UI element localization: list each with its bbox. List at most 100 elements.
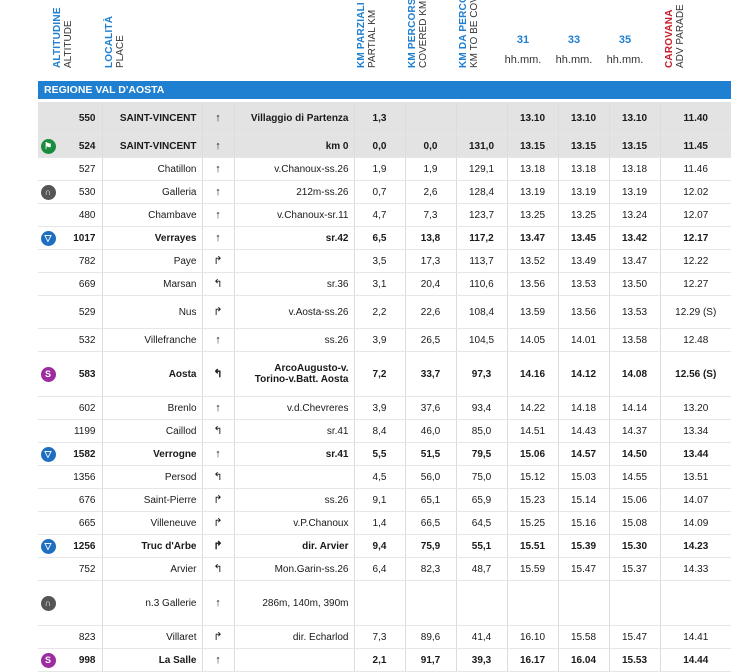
direction-cell: ↰ [202, 351, 235, 397]
place-cell: Arvier [102, 557, 203, 581]
time-31-cell: 15.59 [507, 557, 559, 581]
km-to-go-cell: 110,6 [456, 272, 508, 296]
table-row: 529 Nus ↱ v.Aosta-ss.26 2,2 22,6 108,4 13.59 13.… [38, 295, 731, 329]
icon-cell [38, 328, 58, 352]
covered-km-cell: 46,0 [405, 419, 457, 443]
time-33-cell: 13.18 [558, 157, 610, 181]
road-info-cell: v.Chanoux-ss.26 [234, 157, 355, 181]
icon-cell [38, 249, 58, 273]
header-km-to-go: KM DA PERCORRERE KM TO BE COVERED [458, 0, 492, 68]
time-35-cell: 13.18 [609, 157, 661, 181]
place-cell: SAINT-VINCENT [102, 102, 203, 135]
km-to-go-cell: 93,4 [456, 396, 508, 420]
road-info-cell [234, 648, 355, 672]
road-info-cell: Mon.Garin-ss.26 [234, 557, 355, 581]
time-33-cell: 13.53 [558, 272, 610, 296]
partial-km-cell: 3,1 [354, 272, 406, 296]
covered-km-cell [405, 580, 457, 626]
place-cell: Verrogne [102, 442, 203, 466]
partial-km-cell: 2,2 [354, 295, 406, 329]
mountain-climb-icon: ▽ [40, 446, 56, 462]
icon-cell [38, 625, 58, 649]
partial-km-cell: 3,9 [354, 396, 406, 420]
time-31-cell: 13.52 [507, 249, 559, 273]
header-caravan-en: ADV PARADE [675, 4, 686, 68]
road-info-cell: km 0 [234, 134, 355, 158]
partial-km-cell: 0,7 [354, 180, 406, 204]
km-to-go-cell: 131,0 [456, 134, 508, 158]
icon-cell [38, 557, 58, 581]
table-row: ▽ 1017 Verrayes ↑ sr.42 6,5 13,8 117,2 13.47 13.4… [38, 226, 731, 250]
table-row: 532 Villefranche ↑ ss.26 3,9 26,5 104,5 14.05 14… [38, 328, 731, 352]
table-row: S 998 La Salle ↑ 2,1 91,7 39,3 16.17 16.04 15.53 1… [38, 648, 731, 672]
partial-km-cell: 4,5 [354, 465, 406, 489]
table-row: 823 Villaret ↱ dir. Echarlod 7,3 89,6 41,4 16.1… [38, 625, 731, 649]
covered-km-cell: 66,5 [405, 511, 457, 535]
covered-km-cell: 0,0 [405, 134, 457, 158]
time-31-cell: 13.19 [507, 180, 559, 204]
time-31-cell: 13.59 [507, 295, 559, 329]
partial-km-cell: 2,1 [354, 648, 406, 672]
icon-cell [38, 102, 58, 135]
time-31-cell: 16.17 [507, 648, 559, 672]
time-35-cell: 13.42 [609, 226, 661, 250]
partial-km-cell: 7,2 [354, 351, 406, 397]
direction-cell: ↱ [202, 534, 235, 558]
place-cell: Villaret [102, 625, 203, 649]
partial-km-cell: 9,1 [354, 488, 406, 512]
road-info-cell [234, 465, 355, 489]
table-row: ▽ 1256 Truc d'Arbe ↱ dir. Arvier 9,4 75,9 55,1 1… [38, 534, 731, 558]
partial-km-cell: 4,7 [354, 203, 406, 227]
place-cell: Aosta [102, 351, 203, 397]
table-row: ∩ n.3 Gallerie ↑ 286m, 140m, 390m [38, 580, 731, 626]
partial-km-cell: 3,5 [354, 249, 406, 273]
time-35-cell: 13.24 [609, 203, 661, 227]
km-to-go-cell: 104,5 [456, 328, 508, 352]
header-partial-km: KM PARZIALI PARTIAL KM [356, 2, 390, 68]
table-row: 665 Villeneuve ↱ v.P.Chanoux 1,4 66,5 64,5 15.2… [38, 511, 731, 535]
time-35-cell: 15.53 [609, 648, 661, 672]
altitude-cell: 752 [58, 557, 103, 581]
icon-cell [38, 203, 58, 227]
time-35-cell: 14.14 [609, 396, 661, 420]
time-31-cell: 13.10 [507, 102, 559, 135]
time-35-cell: 13.50 [609, 272, 661, 296]
road-info-cell: ArcoAugusto-v. Torino-v.Batt. Aosta [234, 351, 355, 397]
direction-cell: ↑ [202, 442, 235, 466]
header-covered-km-it: KM PERCORSI [407, 0, 418, 68]
time-35-cell: 14.08 [609, 351, 661, 397]
header-covered-km-en: COVERED KM [418, 0, 429, 68]
km-to-go-cell: 41,4 [456, 625, 508, 649]
time-31-cell: 13.15 [507, 134, 559, 158]
caravan-time-cell: 12.29 (S) [660, 295, 731, 329]
time-33-cell: 13.49 [558, 249, 610, 273]
caravan-time-cell: 12.48 [660, 328, 731, 352]
table-row: ∩ 530 Galleria ↑ 212m-ss.26 0,7 2,6 128,4 13.19 1… [38, 180, 731, 204]
caravan-time-cell: 13.44 [660, 442, 731, 466]
place-cell: Villefranche [102, 328, 203, 352]
sprint-icon: S [40, 366, 56, 382]
caravan-time-cell: 11.45 [660, 134, 731, 158]
time-33-cell: 16.04 [558, 648, 610, 672]
time-33-cell: 13.25 [558, 203, 610, 227]
road-info-cell: sr.41 [234, 442, 355, 466]
partial-km-cell: 6,5 [354, 226, 406, 250]
road-info-cell: v.d.Chevreres [234, 396, 355, 420]
caravan-time-cell: 12.56 (S) [660, 351, 731, 397]
partial-km-cell: 0,0 [354, 134, 406, 158]
partial-km-cell: 9,4 [354, 534, 406, 558]
altitude-cell: 1017 [58, 226, 103, 250]
time-33-cell: 15.16 [558, 511, 610, 535]
time-31-cell: 13.56 [507, 272, 559, 296]
time-31-cell: 15.23 [507, 488, 559, 512]
place-cell: Chatillon [102, 157, 203, 181]
time-31-cell: 13.47 [507, 226, 559, 250]
header-km-to-go-it: KM DA PERCORRERE [458, 0, 469, 68]
mountain-climb-icon: ▽ [40, 230, 56, 246]
road-info-cell: sr.41 [234, 419, 355, 443]
time-35-cell: 14.37 [609, 419, 661, 443]
icon-cell: ⚑ [38, 134, 58, 158]
time-33-cell: 13.56 [558, 295, 610, 329]
region-banner: REGIONE VAL D'AOSTA [38, 81, 731, 99]
time-31-cell: 16.10 [507, 625, 559, 649]
